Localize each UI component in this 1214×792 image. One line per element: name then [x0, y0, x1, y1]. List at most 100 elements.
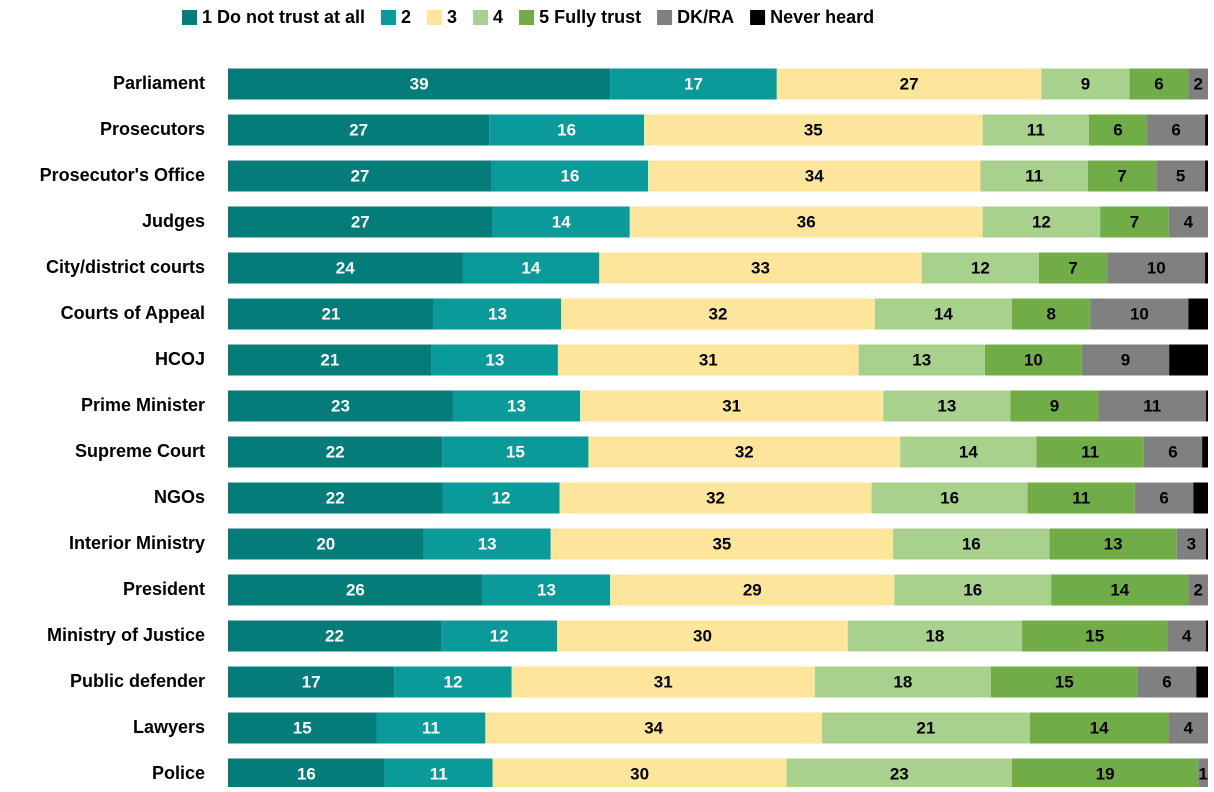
bar-segment	[900, 436, 1037, 468]
data-label: 11	[1025, 166, 1043, 185]
legend-label: 5 Fully trust	[539, 7, 641, 27]
bar-segment	[485, 712, 822, 744]
bar-segment	[433, 298, 562, 330]
bar-segment	[921, 252, 1039, 284]
data-label: 13	[537, 580, 556, 599]
data-label: 5	[1176, 166, 1185, 185]
bar-segment	[1143, 436, 1203, 468]
bar-segment	[643, 114, 983, 146]
data-label: 32	[706, 488, 725, 507]
bar-segment	[1012, 298, 1091, 330]
legend-label: Never heard	[770, 7, 874, 27]
bar-segment	[1051, 574, 1189, 606]
bar-segment	[1087, 160, 1157, 192]
bar-segment	[1022, 620, 1168, 652]
data-label: 30	[693, 626, 712, 645]
bar-segment	[1041, 68, 1130, 100]
data-label: 7	[1117, 166, 1126, 185]
data-label: 31	[654, 672, 673, 691]
data-label: 15	[1085, 626, 1104, 645]
data-label: 14	[552, 212, 571, 231]
data-label: 6	[1171, 120, 1180, 139]
data-label: 4	[1184, 212, 1194, 231]
bar-segment	[980, 160, 1088, 192]
y-tick-label: Prime Minister	[81, 395, 205, 415]
data-label: 19	[1096, 764, 1115, 783]
bar-segment	[1198, 758, 1208, 790]
data-label: 14	[959, 442, 978, 461]
data-label: 16	[940, 488, 959, 507]
y-tick-label: Police	[152, 763, 205, 783]
data-label: 16	[557, 120, 576, 139]
data-label: 16	[297, 764, 316, 783]
legend-swatch	[182, 10, 197, 25]
data-label: 6	[1159, 488, 1168, 507]
data-label: 12	[490, 626, 509, 645]
y-tick-label: Supreme Court	[75, 441, 205, 461]
bar-segment	[1196, 666, 1208, 698]
data-label: 2	[1193, 74, 1202, 93]
bar-segment	[561, 298, 875, 330]
data-label: 17	[684, 74, 703, 93]
bar-segment	[511, 666, 815, 698]
data-label: 7	[1068, 258, 1077, 277]
bar-segment	[982, 206, 1101, 238]
bar-segment	[776, 68, 1042, 100]
data-label: 12	[443, 672, 462, 691]
data-label: 6	[1113, 120, 1122, 139]
data-label: 9	[1081, 74, 1090, 93]
bar-segment	[610, 68, 777, 100]
legend-swatch	[473, 10, 489, 25]
data-label: 15	[1055, 672, 1074, 691]
data-label: 31	[699, 350, 718, 369]
bar-segment	[228, 298, 434, 330]
bar-segment	[1169, 344, 1208, 376]
bar-segment	[550, 528, 894, 560]
y-tick-label: Interior Ministry	[69, 533, 205, 553]
y-tick-label: Lawyers	[133, 717, 205, 737]
data-label: 10	[1024, 350, 1043, 369]
y-tick-label: Judges	[142, 211, 205, 231]
data-label: 6	[1168, 442, 1177, 461]
bar-segment	[580, 390, 884, 422]
bar-segment	[1049, 528, 1177, 560]
data-label: 16	[561, 166, 580, 185]
bar-segment	[442, 482, 560, 514]
bar-segment	[228, 114, 490, 146]
data-label: 30	[630, 764, 649, 783]
bar-segment	[871, 482, 1028, 514]
data-label: 13	[507, 396, 526, 415]
bar-segment	[1098, 390, 1207, 422]
y-tick-label: Public defender	[70, 671, 205, 691]
bar-segment	[376, 712, 486, 744]
data-label: 27	[900, 74, 919, 93]
data-label: 16	[963, 580, 982, 599]
data-label: 21	[916, 718, 935, 737]
data-label: 39	[410, 74, 429, 93]
data-label: 15	[506, 442, 525, 461]
data-label: 34	[805, 166, 824, 185]
legend-label: 3	[447, 7, 457, 27]
y-tick-label: Courts of Appeal	[61, 303, 205, 323]
bar-segment	[482, 574, 611, 606]
bar-segment	[1137, 666, 1197, 698]
data-label: 3	[1187, 534, 1196, 553]
legend-label: DK/RA	[677, 7, 734, 27]
data-label: 11	[1143, 396, 1161, 415]
legend-label: 1 Do not trust at all	[202, 7, 365, 27]
data-label: 13	[1104, 534, 1123, 553]
bar-segment	[557, 344, 859, 376]
data-label: 11	[430, 764, 448, 783]
data-label: 14	[1090, 718, 1109, 737]
data-label: 11	[1081, 442, 1099, 461]
bar-segment	[1206, 528, 1208, 560]
data-label: 18	[893, 672, 912, 691]
bar-segment	[452, 390, 581, 422]
data-label: 13	[478, 534, 497, 553]
y-tick-label: City/district courts	[46, 257, 205, 277]
bar-segment	[982, 114, 1090, 146]
bar-segment	[893, 528, 1050, 560]
bar-segment	[786, 758, 1012, 790]
bar-segment	[228, 482, 443, 514]
data-label: 21	[321, 304, 340, 323]
